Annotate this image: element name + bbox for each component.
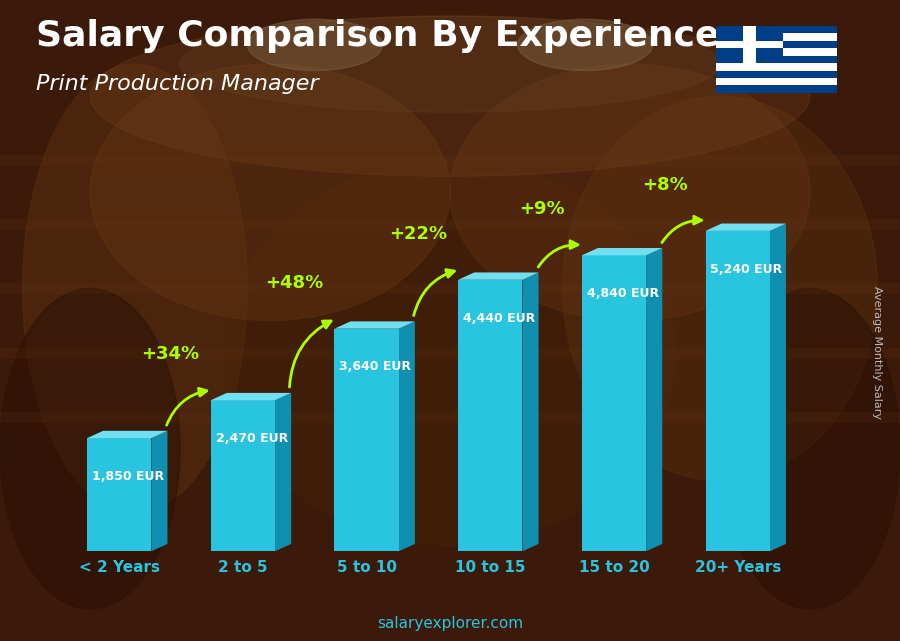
Text: 4,840 EUR: 4,840 EUR [587, 287, 659, 300]
Text: 5,240 EUR: 5,240 EUR [710, 263, 783, 276]
Bar [716, 33, 837, 40]
Polygon shape [151, 431, 167, 551]
Ellipse shape [720, 288, 900, 609]
Text: +34%: +34% [141, 345, 200, 363]
Bar [706, 231, 770, 551]
Bar [716, 63, 837, 71]
Ellipse shape [90, 64, 450, 321]
Text: Average Monthly Salary: Average Monthly Salary [872, 286, 883, 419]
Bar [458, 279, 523, 551]
Text: +9%: +9% [518, 201, 564, 219]
Bar [211, 400, 275, 551]
Ellipse shape [225, 160, 675, 545]
Bar [716, 71, 837, 78]
Text: 1,850 EUR: 1,850 EUR [92, 470, 164, 483]
Polygon shape [523, 272, 538, 551]
Polygon shape [335, 321, 415, 329]
Bar [716, 78, 837, 85]
Ellipse shape [248, 19, 382, 71]
Polygon shape [87, 431, 167, 438]
Bar [716, 40, 783, 48]
Polygon shape [770, 224, 786, 551]
Text: +22%: +22% [389, 225, 447, 243]
Ellipse shape [0, 288, 180, 609]
Text: +48%: +48% [266, 274, 323, 292]
Ellipse shape [180, 16, 720, 112]
Bar [581, 255, 646, 551]
Bar [716, 85, 837, 93]
Text: Salary Comparison By Experience: Salary Comparison By Experience [36, 19, 719, 53]
Ellipse shape [22, 64, 248, 513]
Polygon shape [458, 272, 538, 279]
Text: salaryexplorer.com: salaryexplorer.com [377, 617, 523, 631]
Ellipse shape [90, 16, 810, 176]
Bar [716, 48, 837, 56]
Text: +8%: +8% [643, 176, 689, 194]
Polygon shape [211, 393, 292, 400]
Text: Print Production Manager: Print Production Manager [36, 74, 319, 94]
Bar [716, 26, 837, 33]
Ellipse shape [450, 64, 810, 321]
Polygon shape [706, 224, 786, 231]
Text: 4,440 EUR: 4,440 EUR [464, 312, 536, 324]
Bar [335, 329, 399, 551]
Polygon shape [399, 321, 415, 551]
Text: 2,470 EUR: 2,470 EUR [216, 432, 288, 445]
Bar [87, 438, 151, 551]
Text: 3,640 EUR: 3,640 EUR [339, 360, 411, 374]
Bar [716, 56, 837, 63]
Bar [716, 26, 783, 63]
Polygon shape [581, 248, 662, 255]
Bar [742, 26, 756, 63]
Polygon shape [275, 393, 292, 551]
Bar [716, 40, 837, 48]
Ellipse shape [562, 96, 878, 481]
Polygon shape [646, 248, 662, 551]
Ellipse shape [518, 19, 652, 71]
